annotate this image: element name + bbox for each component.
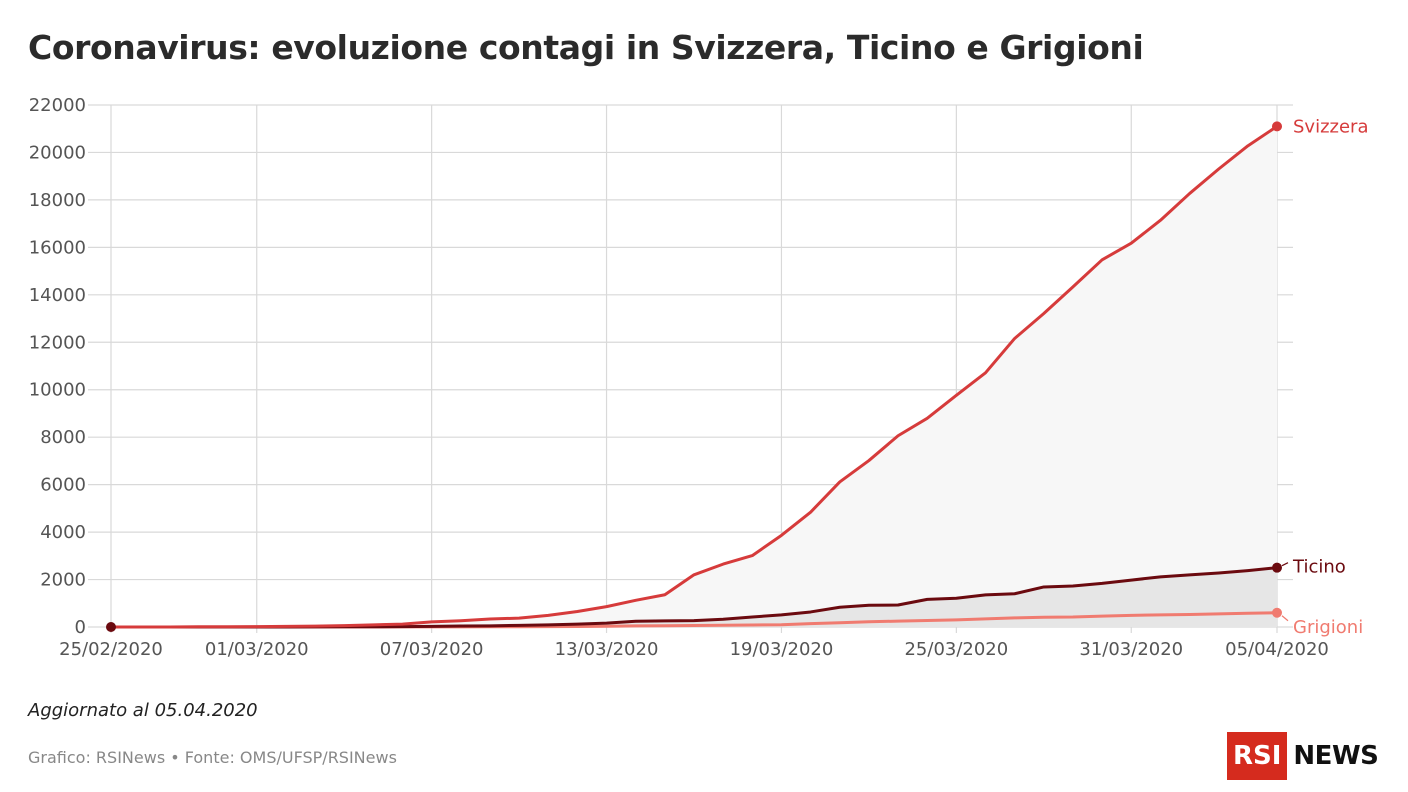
end-point-ticino	[1272, 562, 1282, 573]
y-tick-label: 16000	[29, 237, 86, 258]
y-tick-label: 12000	[29, 332, 86, 353]
end-point-grigioni	[1272, 607, 1282, 618]
y-tick-label: 14000	[29, 285, 86, 306]
y-tick-label: 6000	[40, 475, 86, 496]
chart-title: Coronavirus: evoluzione contagi in Svizz…	[28, 28, 1144, 67]
x-tick-label: 31/03/2020	[1079, 639, 1183, 660]
x-tick-label: 05/04/2020	[1225, 639, 1329, 660]
x-axis-tick-labels: 25/02/2020 01/03/2020 07/03/2020 13/03/2020…	[59, 639, 1329, 660]
x-tick-label: 19/03/2020	[730, 639, 834, 660]
label-leader-grigioni	[1281, 615, 1289, 622]
x-tick-label: 01/03/2020	[205, 639, 309, 660]
logo-rsi: RSI	[1227, 732, 1288, 780]
rsi-news-logo: RSI NEWS	[1227, 732, 1379, 780]
area-ticino	[111, 567, 1277, 627]
y-tick-label: 20000	[29, 142, 86, 163]
y-tick-label: 2000	[40, 570, 86, 591]
x-tick-label: 25/03/2020	[904, 639, 1008, 660]
x-tick-label: 25/02/2020	[59, 639, 163, 660]
x-tick-label: 07/03/2020	[380, 639, 484, 660]
y-tick-label: 8000	[40, 427, 86, 448]
series-label-grigioni: Grigioni	[1293, 617, 1363, 638]
label-leader-ticino	[1281, 562, 1289, 567]
y-tick-label: 22000	[29, 95, 86, 116]
end-point-svizzera	[1272, 121, 1282, 132]
series-label-ticino: Ticino	[1292, 557, 1346, 578]
y-tick-label: 10000	[29, 380, 86, 401]
y-tick-label: 4000	[40, 522, 86, 543]
line-chart: 0 2000 4000 6000 8000 10000 12000 14000 16000 180…	[29, 95, 1369, 660]
update-note: Aggiornato al 05.04.2020	[28, 700, 258, 721]
series-line-svizzera	[109, 124, 1279, 629]
series-lines	[109, 124, 1279, 629]
source-credit: Grafico: RSINews • Fonte: OMS/UFSP/RSINe…	[28, 748, 397, 767]
series-end-labels: Svizzera Ticino Grigioni	[106, 116, 1368, 638]
logo-news: NEWS	[1293, 741, 1379, 771]
x-tick-label: 13/03/2020	[555, 639, 659, 660]
y-tick-label: 18000	[29, 190, 86, 211]
series-areas	[111, 126, 1277, 627]
series-label-svizzera: Svizzera	[1293, 116, 1368, 137]
y-tick-label: 0	[75, 617, 86, 638]
y-axis-tick-labels: 0 2000 4000 6000 8000 10000 12000 14000 16000 180…	[29, 95, 86, 638]
area-svizzera	[111, 126, 1277, 627]
start-point-marker	[106, 622, 116, 632]
